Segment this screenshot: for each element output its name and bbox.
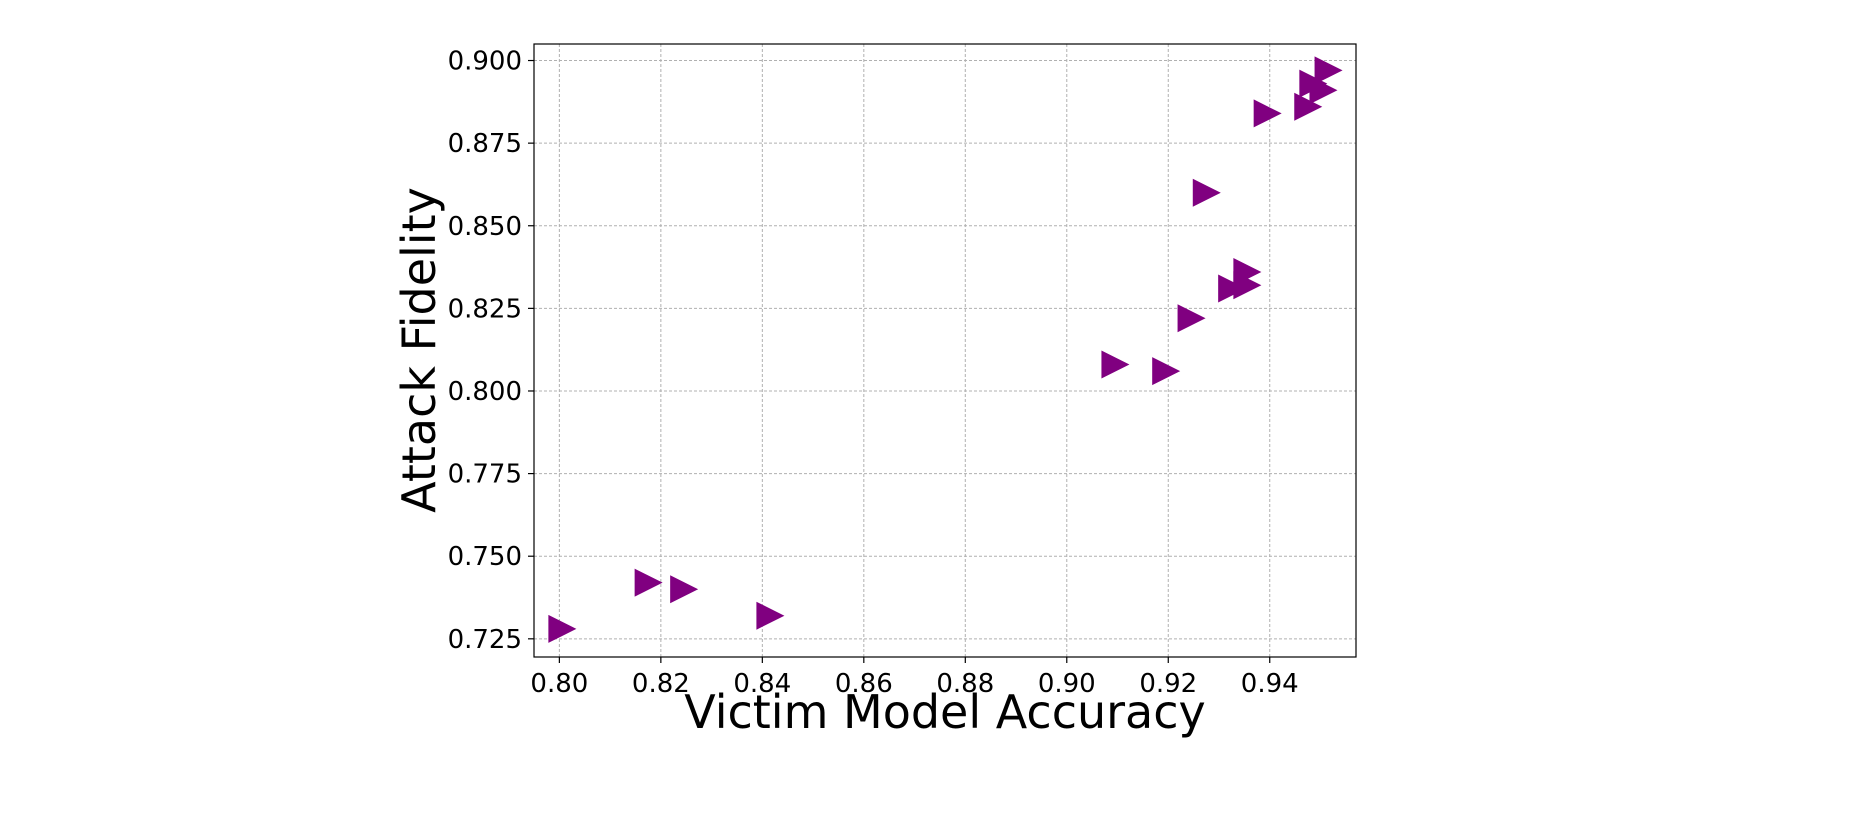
data-point — [634, 568, 663, 597]
grid — [534, 44, 1356, 657]
x-tick-label: 0.84 — [733, 669, 791, 699]
data-point — [1309, 76, 1338, 105]
y-tick-label: 0.850 — [448, 212, 522, 242]
y-tick-label: 0.825 — [448, 294, 522, 324]
data-point — [1177, 304, 1206, 333]
x-tick-label: 0.82 — [632, 669, 690, 699]
x-tick-label: 0.90 — [1038, 669, 1096, 699]
x-tick-label: 0.80 — [530, 669, 588, 699]
data-point — [1253, 99, 1282, 128]
x-tick-label: 0.94 — [1241, 669, 1299, 699]
x-tick-label: 0.88 — [936, 669, 994, 699]
data-point — [548, 614, 577, 643]
y-axis-ticks: 0.725 0.750 0.775 0.800 0.825 0.850 0.875 0.900 — [448, 47, 534, 655]
data-point — [1101, 350, 1130, 379]
data-point — [1314, 56, 1343, 85]
x-tick-label: 0.92 — [1139, 669, 1197, 699]
y-tick-label: 0.900 — [448, 47, 522, 77]
data-point — [670, 575, 699, 604]
y-tick-label: 0.750 — [448, 542, 522, 572]
data-point — [1192, 178, 1221, 207]
x-tick-label: 0.86 — [835, 669, 893, 699]
x-axis-title: Victim Model Accuracy — [684, 685, 1206, 739]
data-points — [548, 56, 1343, 643]
y-tick-label: 0.775 — [448, 460, 522, 490]
data-point — [756, 601, 785, 630]
x-axis-ticks: 0.80 0.82 0.84 0.86 0.88 0.90 0.92 0.94 — [530, 657, 1299, 699]
y-tick-label: 0.875 — [448, 129, 522, 159]
y-tick-label: 0.800 — [448, 377, 522, 407]
data-point — [1233, 258, 1262, 287]
data-point — [1152, 357, 1181, 386]
y-tick-label: 0.725 — [448, 625, 522, 655]
y-axis-title: Attack Fidelity — [392, 187, 446, 513]
plot-frame — [533, 43, 1357, 658]
data-point — [1218, 274, 1247, 303]
data-point — [1294, 92, 1323, 121]
